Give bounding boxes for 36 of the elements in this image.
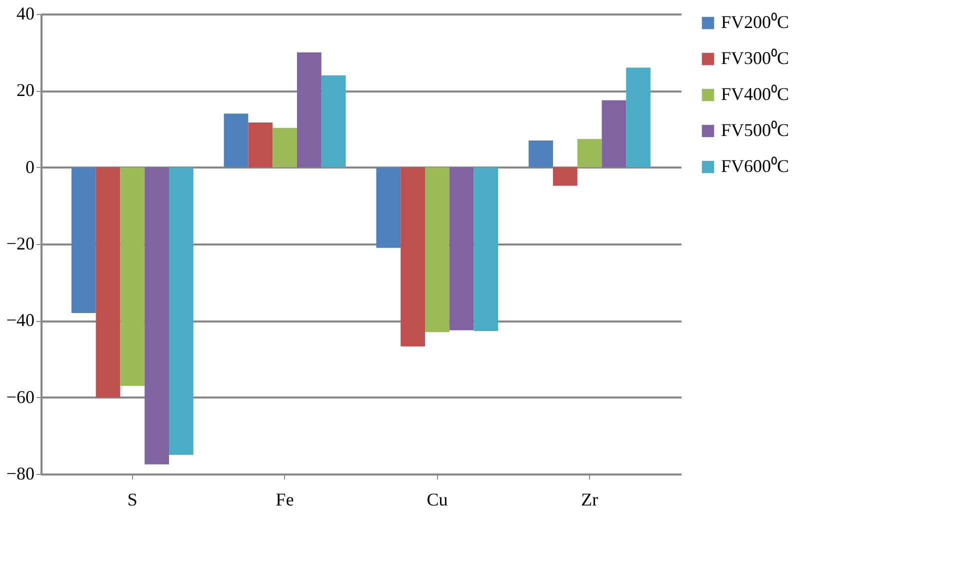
bar	[577, 138, 602, 168]
x-tick-label: Zr	[581, 490, 598, 510]
bar	[297, 52, 322, 168]
bar	[96, 167, 120, 398]
bar	[272, 128, 297, 168]
bar	[224, 114, 248, 168]
legend-label: FV200⁰C	[721, 12, 790, 32]
y-tick-label: 20	[16, 80, 34, 100]
legend-label: FV600⁰C	[721, 156, 790, 176]
x-tick-label: S	[127, 490, 138, 510]
bar	[425, 167, 450, 332]
bar	[400, 167, 425, 346]
bar	[553, 167, 578, 186]
legend-label: FV500⁰C	[721, 120, 790, 140]
y-tick-label: −20	[6, 234, 34, 254]
bar	[376, 167, 401, 248]
bar	[626, 68, 651, 168]
bar	[602, 100, 626, 168]
y-tick-label: 40	[16, 4, 34, 24]
bar	[528, 140, 553, 168]
bar	[474, 167, 498, 332]
y-tick-label: −60	[6, 386, 34, 407]
bar	[449, 167, 474, 330]
bar	[144, 167, 169, 464]
bar	[321, 75, 346, 168]
bar	[71, 167, 96, 313]
x-tick-label: Cu	[426, 490, 448, 510]
y-tick-label: −40	[6, 310, 34, 330]
legend-label: FV300⁰C	[721, 48, 790, 68]
legend-label: FV400⁰C	[721, 84, 790, 104]
y-tick-label: 0	[26, 156, 34, 177]
bar	[248, 122, 273, 168]
x-tick-label: Fe	[276, 490, 294, 510]
bar	[169, 167, 194, 455]
y-tick-label: −80	[6, 464, 34, 484]
bar	[120, 167, 145, 386]
